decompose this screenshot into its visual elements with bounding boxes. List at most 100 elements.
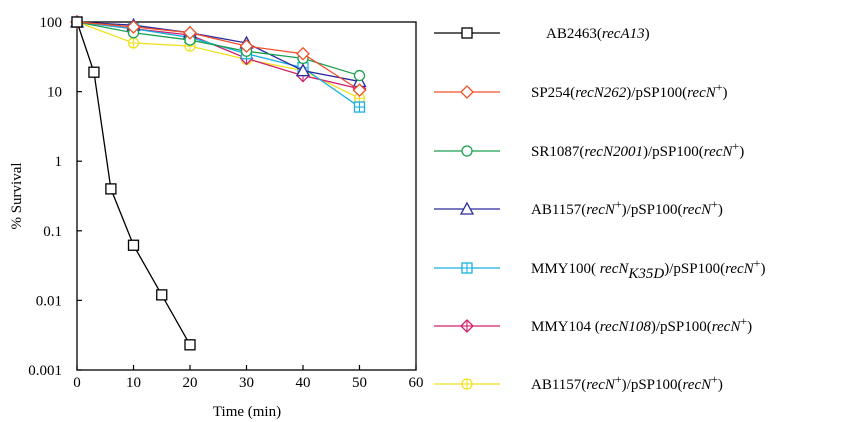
- series-line: [76, 21, 360, 83]
- legend-label-part: ): [718, 202, 723, 218]
- legend-label-part: AB1157(: [531, 377, 586, 393]
- legend-label-part: AB2463(: [546, 26, 602, 42]
- legend-label-part: recN: [600, 261, 630, 277]
- x-tick-label: 40: [296, 375, 311, 391]
- legend-label-part: +: [754, 256, 761, 270]
- legend-label-part: )/pSP100(: [664, 261, 725, 277]
- data-point: [352, 83, 367, 98]
- legend-label-part: recN: [683, 202, 713, 218]
- legend-label: SP254(recN262)/pSP100(recN+): [531, 80, 728, 101]
- legend-label-part: recA13: [602, 26, 645, 42]
- legend-label-part: ): [760, 261, 765, 277]
- legend-marker: [461, 378, 473, 390]
- legend-marker: [459, 201, 475, 215]
- y-axis-title: % Survival: [9, 162, 25, 229]
- y-tick-label: 1: [55, 154, 63, 170]
- data-point: [88, 66, 100, 78]
- legend-label-part: recN: [586, 202, 616, 218]
- legend-label: MMY104 (recN108)/pSP100(recN+): [531, 314, 752, 335]
- legend-item-2: SP254(recN262)/pSP100(recN+): [434, 80, 728, 101]
- legend-label-part: MMY100(: [531, 261, 600, 277]
- data-point: [127, 239, 140, 251]
- legend-marker: [461, 145, 473, 157]
- legend-item-7: AB1157(recN+)/pSP100(recN+): [434, 372, 723, 393]
- series-1: [71, 16, 196, 351]
- legend-label-part: recN: [687, 85, 717, 101]
- legend-label-part: +: [716, 80, 723, 94]
- plot-frame: [76, 21, 417, 371]
- x-tick-label: 20: [183, 375, 198, 391]
- x-tick-label: 10: [126, 375, 141, 391]
- x-tick-label: 30: [239, 375, 254, 391]
- legend-item-6: MMY104 (recN108)/pSP100(recN+): [434, 314, 752, 335]
- x-axis-title: Time (min): [213, 404, 281, 420]
- data-point: [184, 339, 196, 351]
- legend-item-3: SR1087(recN2001)/pSP100(recN+): [434, 139, 744, 160]
- data-point: [183, 25, 197, 40]
- legend-label-part: )/pSP100(: [651, 319, 712, 335]
- legend-label: AB2463(recA13): [546, 26, 650, 42]
- legend-item-1: AB2463(recA13): [434, 26, 650, 42]
- legend-label-part: +: [711, 197, 718, 211]
- legend-label: MMY100( recNK35D)/pSP100(recN+): [531, 256, 765, 282]
- series-6: [70, 15, 367, 96]
- legend-label-part: K35D: [627, 266, 664, 282]
- y-tick-label: 10: [47, 85, 62, 101]
- legend-label-part: AB1157(: [531, 202, 586, 218]
- legend-label: AB1157(recN+)/pSP100(recN+): [531, 197, 723, 218]
- data-point: [296, 46, 310, 61]
- data-point: [105, 183, 117, 195]
- data-point: [239, 39, 254, 54]
- legend-label-part: recN262: [575, 85, 627, 101]
- y-tick-label: 0.01: [36, 293, 62, 309]
- data-point: [353, 101, 366, 113]
- legend-label-part: MMY104 (: [531, 319, 600, 335]
- legend-label-part: ): [723, 85, 728, 101]
- legend-marker: [460, 85, 474, 99]
- legend-label-part: recN: [725, 261, 755, 277]
- data-point: [353, 92, 366, 104]
- legend-item-4: AB1157(recN+)/pSP100(recN+): [434, 197, 723, 218]
- legend-marker: [461, 262, 473, 274]
- legend-label-part: SP254(: [531, 85, 575, 101]
- y-axis: 100 10 1 0.1 0.01 0.001: [28, 15, 82, 379]
- plot-area-border: [76, 21, 417, 371]
- series-2: [70, 15, 367, 98]
- legend-label: AB1157(recN+)/pSP100(recN+): [531, 372, 723, 393]
- legend-label-part: ): [747, 319, 752, 335]
- legend: AB2463(recA13)SP254(recN262)/pSP100(recN…: [434, 26, 765, 393]
- legend-label-part: +: [615, 197, 622, 211]
- data-point: [71, 16, 83, 28]
- legend-label-part: )/pSP100(: [622, 377, 683, 393]
- legend-label-part: +: [615, 372, 622, 386]
- x-tick-label: 50: [352, 375, 367, 391]
- legend-label-part: ): [645, 26, 650, 42]
- legend-label-part: recN: [586, 377, 616, 393]
- legend-label-part: )/pSP100(: [622, 202, 683, 218]
- legend-marker: [461, 27, 473, 39]
- x-axis: 0 10 20 30 40 50 60: [73, 365, 424, 391]
- legend-label-part: recN: [683, 377, 713, 393]
- series-group: [69, 14, 367, 351]
- data-point: [126, 19, 141, 34]
- series-line: [76, 21, 360, 91]
- series-line: [76, 21, 360, 108]
- legend-label-part: ): [718, 377, 723, 393]
- legend-label-part: SR1087(: [531, 144, 584, 160]
- legend-label-part: recN108: [600, 319, 652, 335]
- x-tick-label: 0: [73, 375, 81, 391]
- legend-item-5: MMY100( recNK35D)/pSP100(recN+): [434, 256, 765, 282]
- data-point: [156, 289, 168, 301]
- legend-label-part: )/pSP100(: [626, 85, 687, 101]
- series-line: [76, 21, 191, 346]
- data-point: [127, 37, 140, 49]
- legend-label-part: +: [740, 314, 747, 328]
- legend-label: SR1087(recN2001)/pSP100(recN+): [531, 139, 744, 160]
- legend-label-part: ): [739, 144, 744, 160]
- series-line: [76, 21, 360, 99]
- data-point: [353, 69, 366, 82]
- legend-marker: [460, 319, 474, 333]
- series-line: [76, 21, 360, 77]
- legend-label-part: +: [711, 372, 718, 386]
